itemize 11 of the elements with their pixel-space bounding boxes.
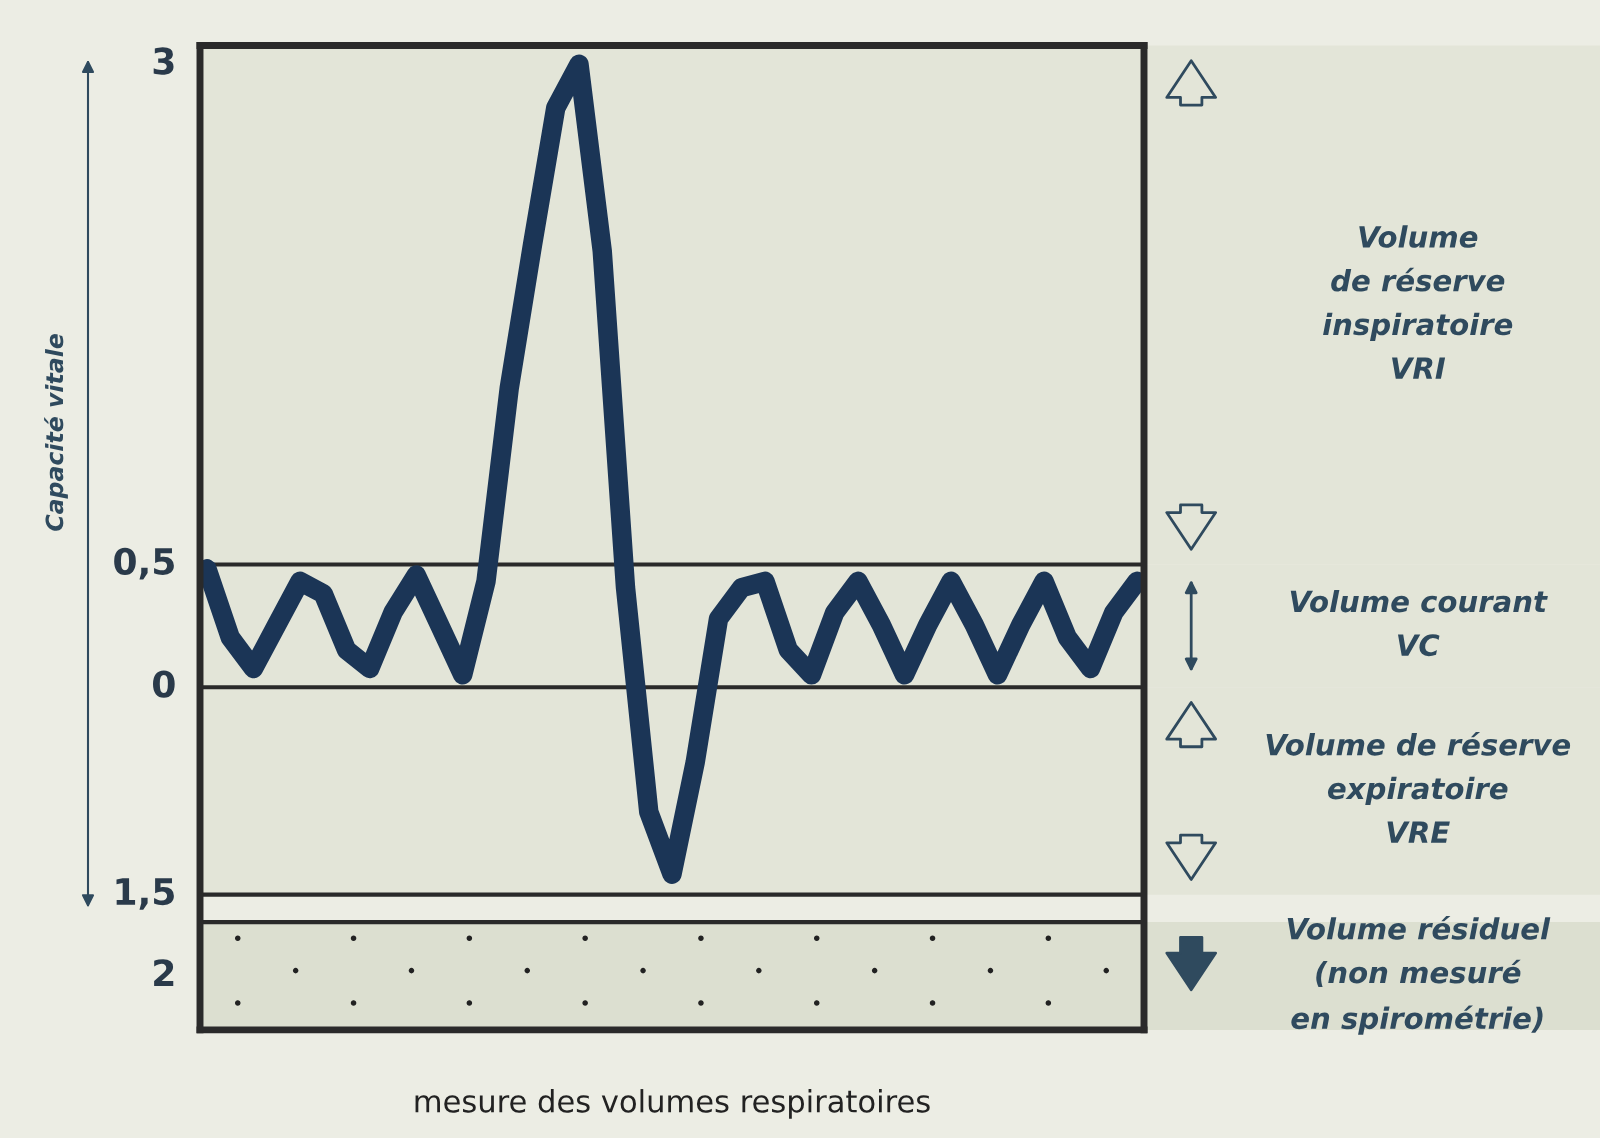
band-label: Volume courant VC [1290, 589, 1548, 657]
text: 2 [154, 959, 174, 986]
text: 1,5 [116, 878, 174, 910]
text: 0,5 [114, 547, 174, 580]
band-label: Volume de réserve inspiratoire VRI [1323, 225, 1513, 379]
text: 3 [153, 47, 174, 75]
text: mesure des volumes respiratoires [415, 1089, 930, 1119]
band-label: Volume de réserve expiratoire VRE [1266, 731, 1571, 843]
band-label: Volume résiduel (non mesuré en spirométrie) [1287, 915, 1551, 1035]
text: 0 [153, 670, 175, 698]
text: Capacité vitale [44, 334, 68, 531]
